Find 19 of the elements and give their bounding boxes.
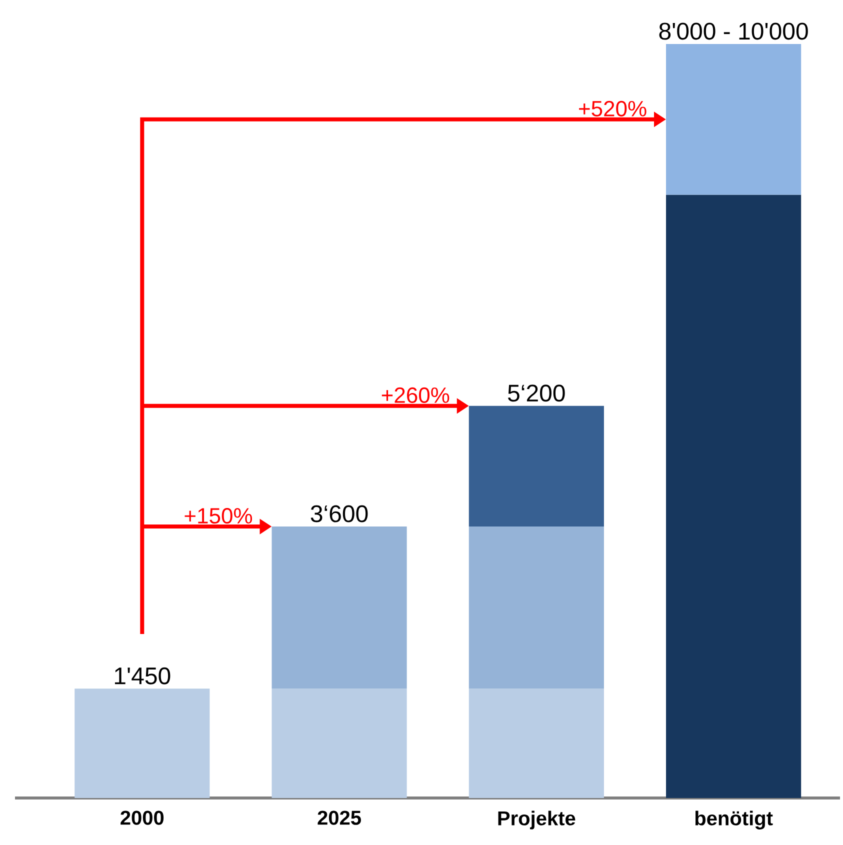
bar [74,688,210,798]
x-tick-label: benötigt [695,810,773,830]
annotation: 3‘600 [310,505,368,522]
annotation: 1'450 [114,667,170,684]
x-tick-label: Projekte [498,810,576,830]
annotation: +260% [382,387,450,403]
annotation: 5‘200 [508,384,565,402]
bar [666,44,802,195]
bar [272,526,407,689]
bar [468,688,604,798]
x-tick-label: 2000 [120,810,164,825]
annotation: +150% [184,508,252,524]
bar [666,194,802,798]
bar [272,688,407,798]
bar [468,526,604,689]
x-tick-label: 2025 [318,810,361,825]
annotation: +520% [579,100,646,116]
bar [468,406,604,527]
annotation: 8'000 - 10'000 [659,22,808,40]
